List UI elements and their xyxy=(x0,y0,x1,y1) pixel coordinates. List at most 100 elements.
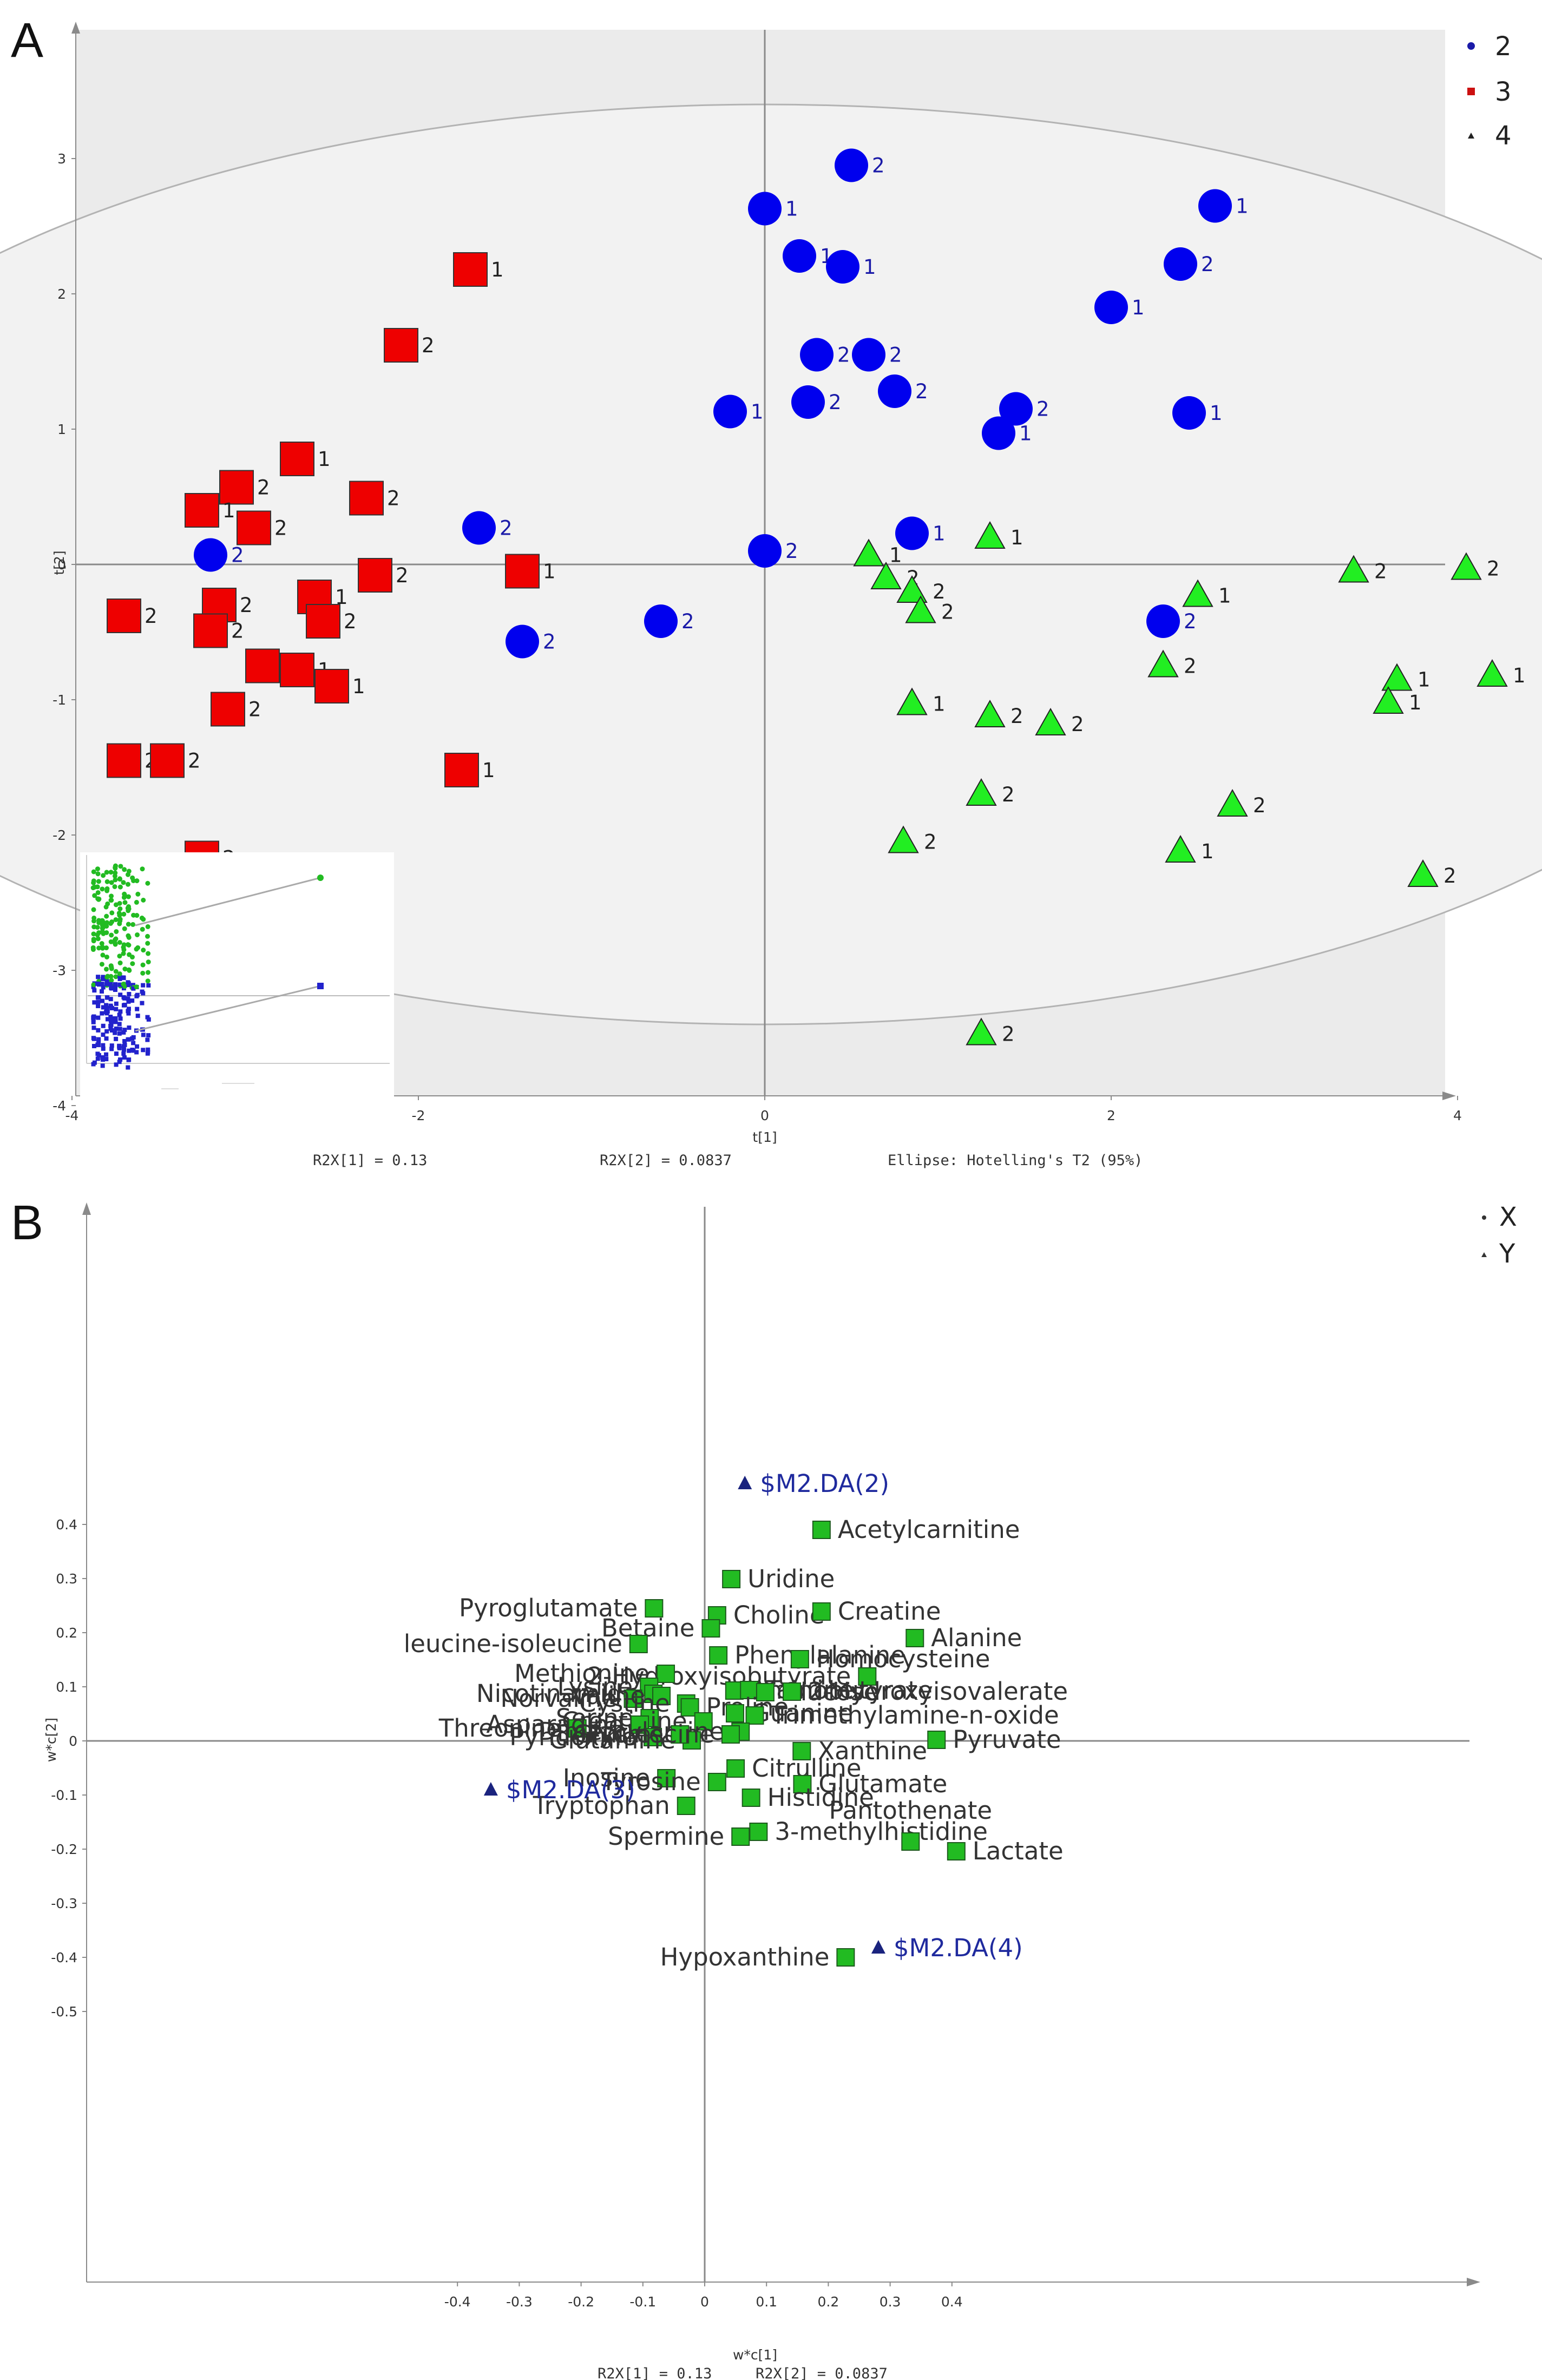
variable-label: Lactate xyxy=(973,1837,1064,1865)
inset-q2-dot xyxy=(145,1015,150,1020)
point-label: 2 xyxy=(257,476,270,499)
inset-q2-dot xyxy=(141,991,146,996)
variable-marker xyxy=(568,1719,587,1738)
inset-r2-dot xyxy=(130,922,136,927)
point-label: 2 xyxy=(1184,655,1197,678)
inset-r2-dot xyxy=(145,933,150,939)
point-label: 1 xyxy=(933,522,946,545)
panel-letter-a: A xyxy=(11,14,43,68)
inset-q2-dot xyxy=(131,1041,136,1046)
inset-q2-dot xyxy=(121,1003,126,1008)
inset-q2-dot xyxy=(101,1023,106,1028)
inset-r2-dot xyxy=(100,952,106,958)
point-label: 2 xyxy=(344,610,357,633)
variable-label: Putrescine xyxy=(587,1720,714,1748)
inset-q2-dot xyxy=(108,1018,113,1023)
inset-r2-dot xyxy=(146,970,151,975)
inset-q2-dot xyxy=(114,1026,119,1031)
group-3-point xyxy=(505,554,540,589)
inset-q2-dot xyxy=(104,982,109,987)
inset-r2-dot xyxy=(114,929,119,934)
inset-r2-dot xyxy=(121,947,127,952)
group-2-point xyxy=(1146,604,1180,638)
inset-q2-dot xyxy=(113,1016,118,1021)
inset-q2-dot xyxy=(100,1063,105,1068)
variable-marker xyxy=(694,1712,713,1731)
point-label: 2 xyxy=(145,604,158,628)
inset-q2-dot xyxy=(121,1051,126,1056)
inset-r2-dot xyxy=(122,967,128,972)
inset-q2-dot xyxy=(134,994,139,998)
variable-label: Taurine xyxy=(765,1675,854,1704)
variable-marker xyxy=(858,1667,877,1686)
inset-r2-dot xyxy=(104,924,109,929)
inset-r2-dot xyxy=(129,955,135,960)
score-legend: 2 3 4 xyxy=(1467,31,1512,151)
response-label: $M2.DA(4) xyxy=(894,1934,1023,1962)
inset-r2-dot xyxy=(126,935,132,940)
inset-q2-dot xyxy=(121,975,126,980)
inset-q2-dot xyxy=(114,1036,119,1041)
group-2-point xyxy=(748,192,782,226)
inset-q2-dot xyxy=(108,1015,113,1020)
inset-r2-dot xyxy=(146,951,151,956)
point-label: 2 xyxy=(1010,705,1023,728)
inset-q2-dot xyxy=(104,1029,109,1034)
group-2-point xyxy=(791,385,825,419)
inset-r2-dot xyxy=(121,951,126,956)
inset-r2-dot xyxy=(100,886,105,892)
inset-q2-dot xyxy=(113,1020,118,1024)
inset-q2-dot xyxy=(126,1037,130,1042)
point-label: 1 xyxy=(543,560,556,583)
inset-r2-dot xyxy=(104,913,109,919)
inset-q2-dot xyxy=(114,1062,119,1067)
inset-dots xyxy=(90,863,151,1070)
inset-q2-dot xyxy=(105,979,110,984)
group-2-point xyxy=(826,250,859,284)
inset-q2-dot xyxy=(104,1057,109,1062)
point-label: 2 xyxy=(500,517,513,540)
score-x-tick-label: 2 xyxy=(1107,1108,1116,1123)
inset-q2-dot xyxy=(117,1060,122,1064)
inset-r2-dot xyxy=(117,960,123,965)
inset-q2-dot xyxy=(91,1036,96,1041)
group-3-point xyxy=(211,692,245,727)
inset-r2-dot xyxy=(91,880,96,885)
inset-q2-dot xyxy=(130,998,135,1003)
inset-r2-dot xyxy=(108,974,114,979)
inset-r2-dot xyxy=(141,948,146,953)
group-4-point xyxy=(1477,659,1508,687)
inset-r2-dot xyxy=(96,879,101,884)
group-3-point xyxy=(185,493,219,528)
inset-r2-dot xyxy=(113,865,118,870)
inset-q2-dot xyxy=(117,1027,122,1031)
variable-marker xyxy=(731,1827,750,1846)
inset-r2-line xyxy=(135,877,321,926)
inset-q2-dot xyxy=(121,1044,126,1049)
inset-r2-dot xyxy=(95,884,100,890)
inset-q2-dot xyxy=(140,1001,145,1005)
inset-r2-dot xyxy=(95,871,101,877)
point-label: 2 xyxy=(785,540,798,563)
inset-q2-dot xyxy=(100,982,104,987)
permutation-inset xyxy=(80,852,394,1099)
inset-r2-dot xyxy=(145,924,150,929)
score-x-tick-label: -4 xyxy=(65,1108,79,1123)
group-2-point xyxy=(878,374,911,408)
inset-r2-dot xyxy=(108,870,114,875)
inset-q2-dot xyxy=(95,1056,100,1061)
inset-q2-dot xyxy=(122,1047,127,1052)
group-3-point xyxy=(280,653,314,687)
inset-r2-dot xyxy=(113,877,118,883)
variable-label: Pyroglutamate xyxy=(459,1594,638,1622)
inset-r2-dot xyxy=(103,904,109,910)
inset-r2-dot xyxy=(122,926,127,931)
variable-label: 2-Hydroxyisovalerate xyxy=(808,1677,1068,1706)
inset-q2-dot xyxy=(145,1037,150,1042)
inset-q2-dot xyxy=(141,983,146,988)
group-2-point xyxy=(644,604,678,638)
inset-q2-dot xyxy=(117,1022,122,1027)
group-2-point xyxy=(1198,189,1232,223)
group-3-point xyxy=(280,442,314,476)
inset-q2-dot xyxy=(126,1011,131,1016)
